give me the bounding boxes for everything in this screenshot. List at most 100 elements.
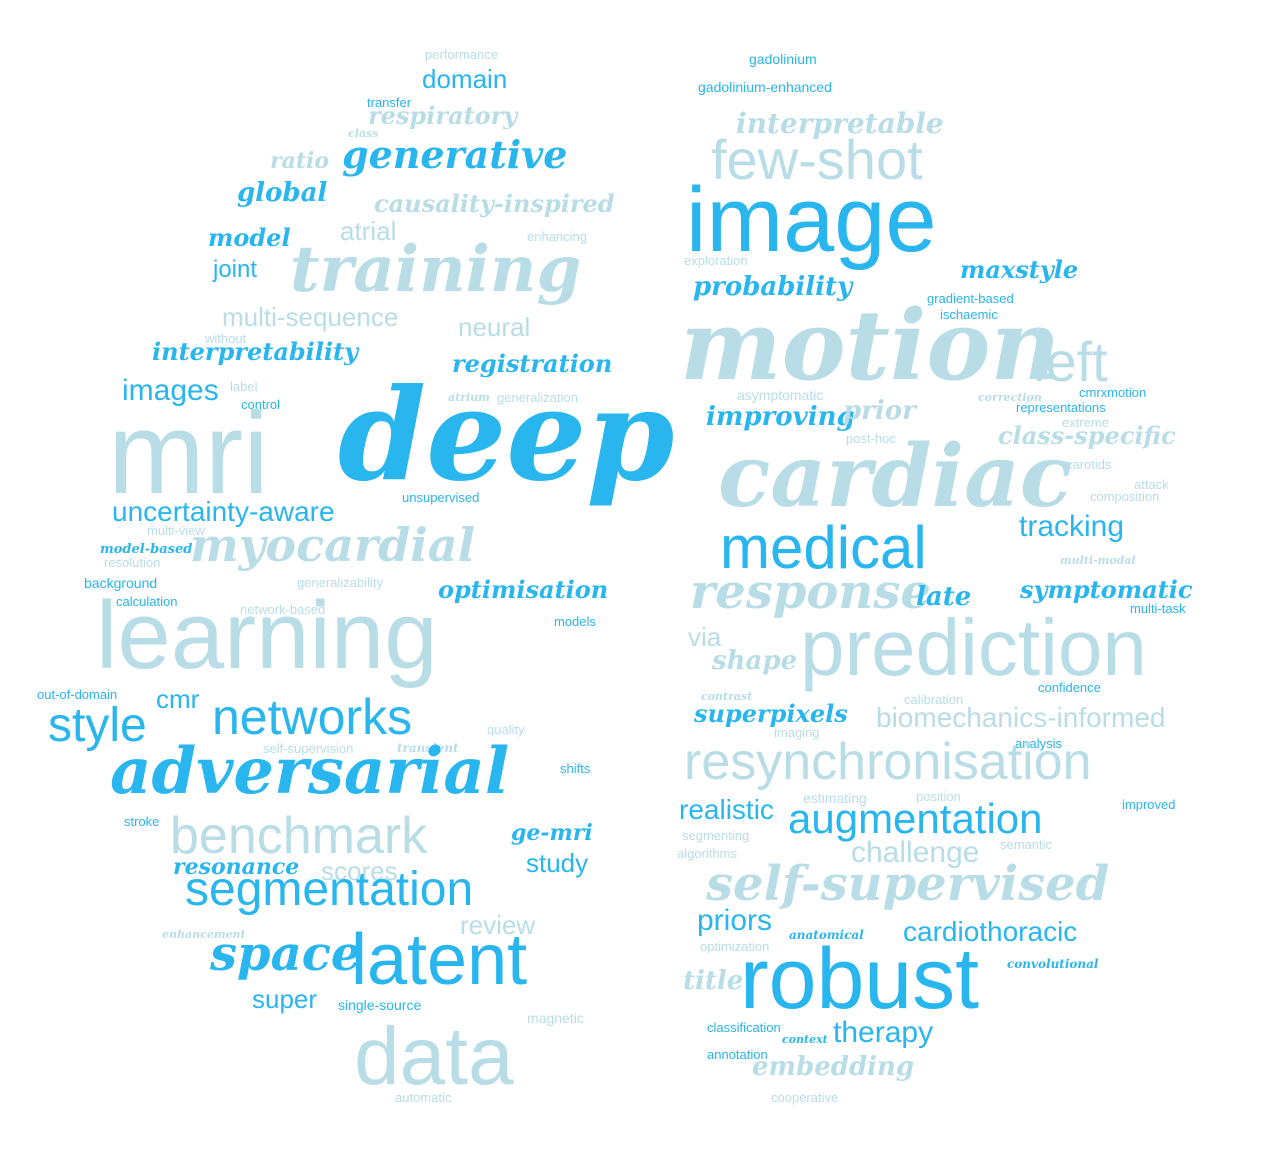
word-images: images: [122, 374, 219, 407]
word-resonance: resonance: [173, 854, 300, 880]
word-imaging: imaging: [774, 725, 820, 740]
word-correction: correction: [978, 391, 1042, 404]
word-single-source: single-source: [338, 997, 422, 1013]
word-model: model: [208, 223, 291, 252]
word-embedding: embedding: [752, 1052, 915, 1082]
word-composition: composition: [1090, 489, 1160, 504]
word-class: class: [348, 127, 379, 140]
word-generalization: generalization: [497, 390, 578, 405]
word-quality: quality: [487, 722, 525, 737]
word-optimisation: optimisation: [438, 575, 609, 604]
word-representations: representations: [1016, 400, 1106, 415]
word-myocardial: myocardial: [190, 518, 476, 572]
word-maxstyle: maxstyle: [960, 255, 1079, 284]
word-out-of-domain: out-of-domain: [37, 687, 118, 702]
word-ratio: ratio: [270, 148, 330, 174]
word-network-based: network-based: [240, 602, 326, 617]
word-improving: improving: [706, 402, 855, 432]
word-benchmark: benchmark: [170, 807, 428, 865]
word-post-hoc: post-hoc: [846, 431, 896, 446]
word-self-supervision: self-supervision: [263, 741, 354, 756]
word-extreme: extreme: [1062, 415, 1109, 430]
word-model-based: model-based: [100, 542, 193, 557]
word-data: data: [354, 1011, 514, 1102]
word-cardiothoracic: cardiothoracic: [903, 916, 1078, 947]
word-cooperative: cooperative: [771, 1090, 839, 1105]
word-resynchronisation: resynchronisation: [684, 733, 1092, 791]
word-superpixels: superpixels: [694, 699, 848, 728]
word-performance: performance: [425, 47, 498, 62]
word-neural: neural: [458, 312, 531, 342]
word-multi-modal: multi-modal: [1060, 554, 1136, 567]
word-generalizability: generalizability: [297, 575, 383, 590]
word-prior: prior: [843, 396, 916, 426]
word-self-supervised: self-supervised: [706, 856, 1110, 912]
word-domain: domain: [422, 64, 508, 94]
word-interpretable: interpretable: [736, 107, 944, 140]
word-estimating: estimating: [803, 790, 867, 806]
word-segmenting: segmenting: [682, 828, 750, 843]
word-segmentation: segmentation: [185, 863, 474, 916]
word-asymptomatic: asymptomatic: [737, 387, 824, 403]
word-mri: mri: [108, 388, 270, 518]
word-image: image: [686, 169, 937, 271]
word-background: background: [84, 575, 158, 591]
word-space: space: [210, 926, 362, 982]
word-augmentation: augmentation: [788, 795, 1043, 842]
word-gadolinium-enhanced: gadolinium-enhanced: [698, 79, 832, 95]
word-motion: motion: [680, 289, 1061, 402]
word-shape: shape: [712, 646, 798, 676]
word-exploration: exploration: [684, 253, 748, 268]
word-enhancement: enhancement: [162, 928, 246, 941]
word-shifts: shifts: [560, 761, 591, 776]
word-context: context: [782, 1033, 828, 1046]
word-realistic: realistic: [679, 794, 774, 825]
word-control: control: [241, 397, 281, 412]
word-transfer: transfer: [367, 95, 412, 110]
word-stroke: stroke: [124, 814, 160, 829]
word-via: via: [688, 622, 722, 652]
word-calibration: calibration: [904, 692, 964, 707]
word-respiratory: respiratory: [368, 101, 518, 130]
word-title: title: [683, 966, 744, 996]
word-analysis: analysis: [1015, 736, 1062, 751]
word-review: review: [460, 910, 536, 940]
word-gradient-based: gradient-based: [927, 291, 1014, 306]
word-generative: generative: [342, 132, 568, 177]
word-algorithms: algorithms: [677, 846, 737, 861]
word-robust: robust: [740, 931, 980, 1027]
word-few-shot: few-shot: [711, 128, 923, 191]
word-networks: networks: [212, 689, 413, 745]
word-improved: improved: [1122, 797, 1176, 812]
word-response: response: [690, 564, 931, 620]
word-cardiac: cardiac: [718, 426, 1073, 527]
word-calculation: calculation: [116, 594, 178, 609]
word-challenge: challenge: [851, 836, 980, 869]
word-therapy: therapy: [833, 1016, 934, 1049]
word-cmr: cmr: [156, 684, 200, 714]
word-class-specific: class-specific: [998, 421, 1176, 450]
word-unsupervised: unsupervised: [402, 490, 480, 505]
word-prediction: prediction: [800, 603, 1147, 692]
word-automatic: automatic: [395, 1090, 452, 1105]
word-priors: priors: [697, 904, 773, 937]
word-without: without: [205, 331, 247, 346]
word-probability: probability: [693, 272, 853, 302]
word-convolutional: convolutional: [1007, 957, 1099, 971]
word-annotation: annotation: [707, 1047, 768, 1062]
word-multi-sequence: multi-sequence: [222, 302, 399, 332]
word-deep: deep: [338, 361, 675, 509]
word-classification: classification: [707, 1020, 781, 1035]
word-optimization: optimization: [700, 939, 770, 954]
word-study: study: [526, 848, 589, 878]
word-gadolinium: gadolinium: [749, 51, 817, 67]
word-super: super: [252, 984, 318, 1014]
word-cmrxmotion: cmrxmotion: [1079, 385, 1147, 400]
word-uncertainty-aware: uncertainty-aware: [112, 496, 335, 527]
word-adversarial: adversarial: [110, 734, 510, 809]
word-contrast: contrast: [701, 690, 753, 703]
word-enhancing: enhancing: [527, 229, 587, 244]
word-transient: transient: [397, 741, 459, 755]
word-tracking: tracking: [1019, 510, 1125, 543]
